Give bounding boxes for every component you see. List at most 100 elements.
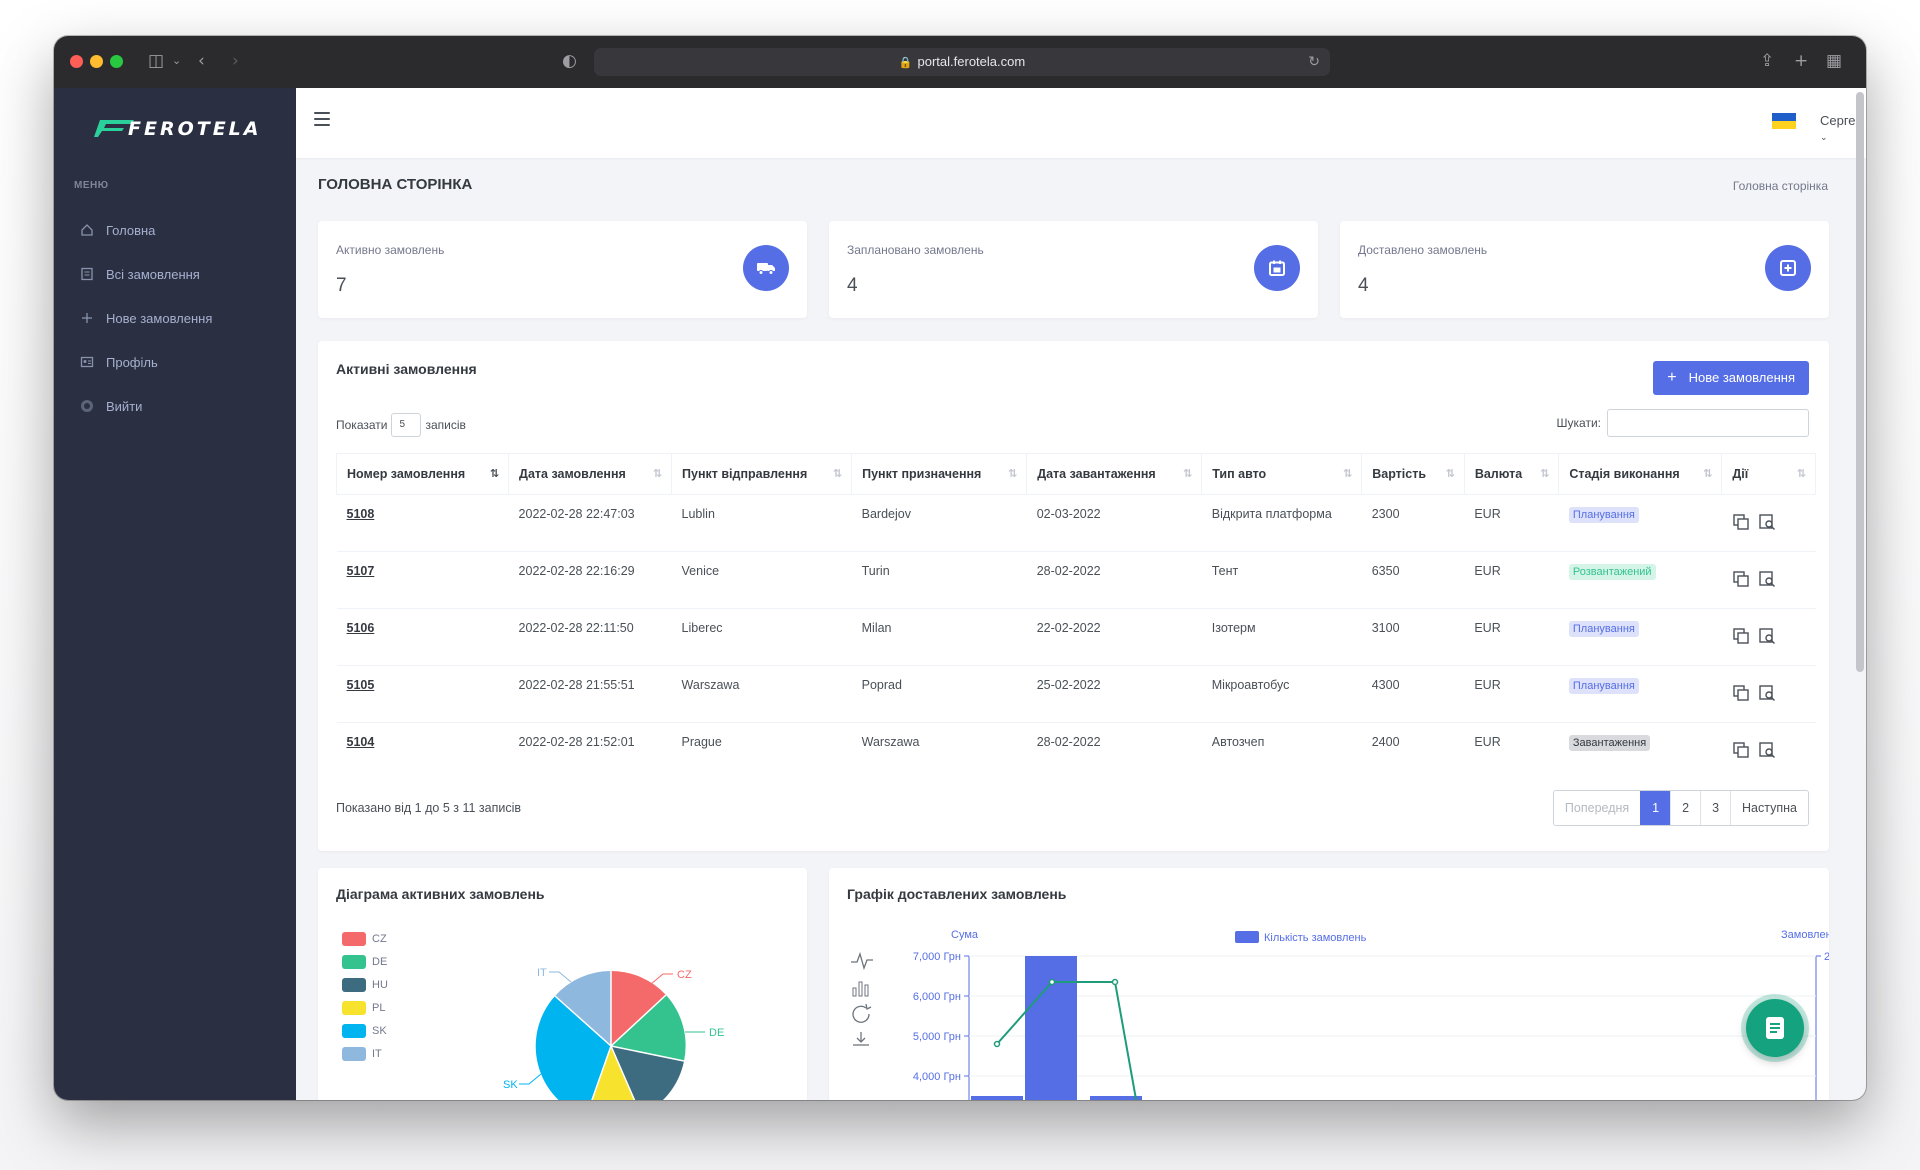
page-scrollbar[interactable]: [1856, 92, 1864, 672]
reload-icon[interactable]: ↻: [1308, 54, 1320, 70]
pie-slice-it[interactable]: [555, 970, 611, 1046]
copy-icon[interactable]: [1732, 513, 1750, 531]
column-header-order-date[interactable]: Дата замовлення ⇅: [508, 453, 673, 495]
legend-item-hu[interactable]: HU: [342, 978, 388, 992]
new-tab-icon[interactable]: +: [1794, 51, 1809, 71]
column-header-actions[interactable]: Дії ⇅: [1721, 453, 1816, 495]
download-icon[interactable]: [853, 1032, 869, 1046]
pie-slice-sk[interactable]: [535, 996, 611, 1100]
stat-card-planned: Заплановано замовлень 4: [829, 221, 1318, 318]
origin-cell: Venice: [671, 551, 852, 609]
shield-icon[interactable]: ◐: [562, 51, 577, 71]
copy-icon[interactable]: [1732, 570, 1750, 588]
pie-slice-de[interactable]: [611, 995, 686, 1061]
bar[interactable]: [1090, 1096, 1142, 1100]
forward-icon[interactable]: ›: [232, 51, 239, 71]
tab-overview-icon[interactable]: ▦: [1826, 51, 1843, 71]
logo-icon[interactable]: [94, 112, 254, 142]
close-window-button[interactable]: [70, 55, 83, 68]
user-menu[interactable]: Сергей ⌄: [1820, 113, 1866, 143]
ukraine-flag-icon[interactable]: [1772, 113, 1796, 129]
sidebar-toggle-icon[interactable]: ◫: [148, 51, 165, 71]
chat-button[interactable]: [1746, 999, 1804, 1057]
price-cell: 4300: [1361, 665, 1465, 723]
table-row: 5105 2022-02-28 21:55:51 Warszawa Poprad…: [336, 665, 1816, 723]
minimize-window-button[interactable]: [90, 55, 103, 68]
page-button-1[interactable]: 1: [1640, 791, 1671, 825]
column-header-order-number[interactable]: Номер замовлення ⇅: [335, 453, 510, 495]
legend-swatch: [342, 1047, 366, 1061]
column-header-price[interactable]: Вартість ⇅: [1361, 453, 1465, 495]
chevron-down-icon[interactable]: ⌄: [172, 54, 182, 67]
copy-icon[interactable]: [1732, 627, 1750, 645]
stat-value: 7: [336, 275, 347, 296]
line-point[interactable]: [993, 1040, 1001, 1048]
breadcrumb[interactable]: Головна сторінка: [1732, 179, 1828, 193]
sidebar-item-all-orders[interactable]: Всі замовлення: [72, 258, 282, 290]
order-number-link[interactable]: 5106: [346, 621, 375, 635]
sidebar-item-label: Профіль: [106, 354, 158, 370]
line-point[interactable]: [1111, 978, 1119, 986]
pie-slice-pl[interactable]: [586, 1046, 641, 1100]
user-name: Сергей: [1820, 113, 1863, 128]
order-number-link[interactable]: 5108: [346, 507, 375, 521]
refresh-icon[interactable]: [852, 1003, 872, 1023]
page-length-select[interactable]: 5: [391, 413, 422, 437]
legend-item-pl[interactable]: PL: [342, 1001, 385, 1015]
view-details-icon[interactable]: [1758, 570, 1776, 588]
next-page-button[interactable]: Наступна: [1730, 791, 1808, 825]
legend-item-sk[interactable]: SK: [342, 1024, 387, 1038]
bar[interactable]: [971, 1096, 1023, 1100]
copy-icon[interactable]: [1732, 684, 1750, 702]
address-bar[interactable]: 🔒 portal.ferotela.com ↻: [594, 48, 1330, 76]
legend-item-de[interactable]: DE: [342, 955, 387, 969]
view-details-icon[interactable]: [1758, 684, 1776, 702]
column-header-currency[interactable]: Валюта ⇅: [1463, 453, 1560, 495]
records-label: записів: [425, 418, 466, 432]
column-header-stage[interactable]: Стадія виконання ⇅: [1558, 453, 1723, 495]
order-number-link[interactable]: 5107: [346, 564, 375, 578]
new-order-button[interactable]: + Нове замовлення: [1653, 361, 1809, 395]
column-header-load-date[interactable]: Дата завантаження ⇅: [1026, 453, 1203, 495]
price-cell: 2300: [1361, 494, 1465, 552]
column-header-vehicle-type[interactable]: Тип авто ⇅: [1201, 453, 1363, 495]
status-badge: Завантаження: [1568, 735, 1651, 751]
line-point[interactable]: [1048, 978, 1056, 986]
previous-page-button[interactable]: Попередня: [1553, 791, 1641, 825]
page-button-2[interactable]: 2: [1670, 791, 1701, 825]
zoom-window-button[interactable]: [110, 55, 123, 68]
order-number-link[interactable]: 5104: [346, 735, 375, 749]
bar[interactable]: [1025, 956, 1077, 1100]
legend-swatch: [342, 1001, 366, 1015]
column-header-destination[interactable]: Пункт призначення ⇅: [851, 453, 1028, 495]
legend-label[interactable]: Кількість замовлень: [1264, 932, 1367, 944]
line-chart-icon[interactable]: [851, 951, 873, 971]
hamburger-menu-icon[interactable]: [314, 112, 330, 126]
sidebar-item-profile[interactable]: Профіль: [72, 346, 282, 378]
bar-chart-icon[interactable]: [852, 981, 869, 997]
view-details-icon[interactable]: [1758, 627, 1776, 645]
pie-slice-cz[interactable]: [611, 971, 666, 1046]
order-number-link[interactable]: 5105: [346, 678, 375, 692]
copy-icon[interactable]: [1732, 741, 1750, 759]
order-date-cell: 2022-02-28 22:16:29: [508, 551, 672, 609]
view-details-icon[interactable]: [1758, 513, 1776, 531]
pie-label-sk: SK: [503, 1079, 518, 1091]
sort-desc-icon: ⇅: [489, 467, 500, 480]
back-icon[interactable]: ‹: [198, 51, 205, 71]
column-header-origin[interactable]: Пункт відправлення ⇅: [671, 453, 853, 495]
view-details-icon[interactable]: [1758, 741, 1776, 759]
page-button-3[interactable]: 3: [1700, 791, 1731, 825]
stat-card-active: Активно замовлень 7: [318, 221, 807, 318]
legend-label: CZ: [372, 933, 387, 945]
left-axis-title: Сума: [951, 929, 979, 941]
sidebar-item-home[interactable]: Головна: [72, 214, 282, 246]
search-input[interactable]: [1607, 409, 1809, 437]
share-icon[interactable]: ⇪: [1760, 51, 1775, 71]
series-line: [996, 981, 1138, 1100]
legend-item-it[interactable]: IT: [342, 1047, 382, 1061]
legend-item-cz[interactable]: CZ: [342, 932, 387, 946]
sidebar-item-logout[interactable]: Вийти: [72, 390, 282, 422]
sidebar-item-new-order[interactable]: Нове замовлення: [72, 302, 282, 334]
card-title: Активні замовлення: [336, 361, 477, 377]
